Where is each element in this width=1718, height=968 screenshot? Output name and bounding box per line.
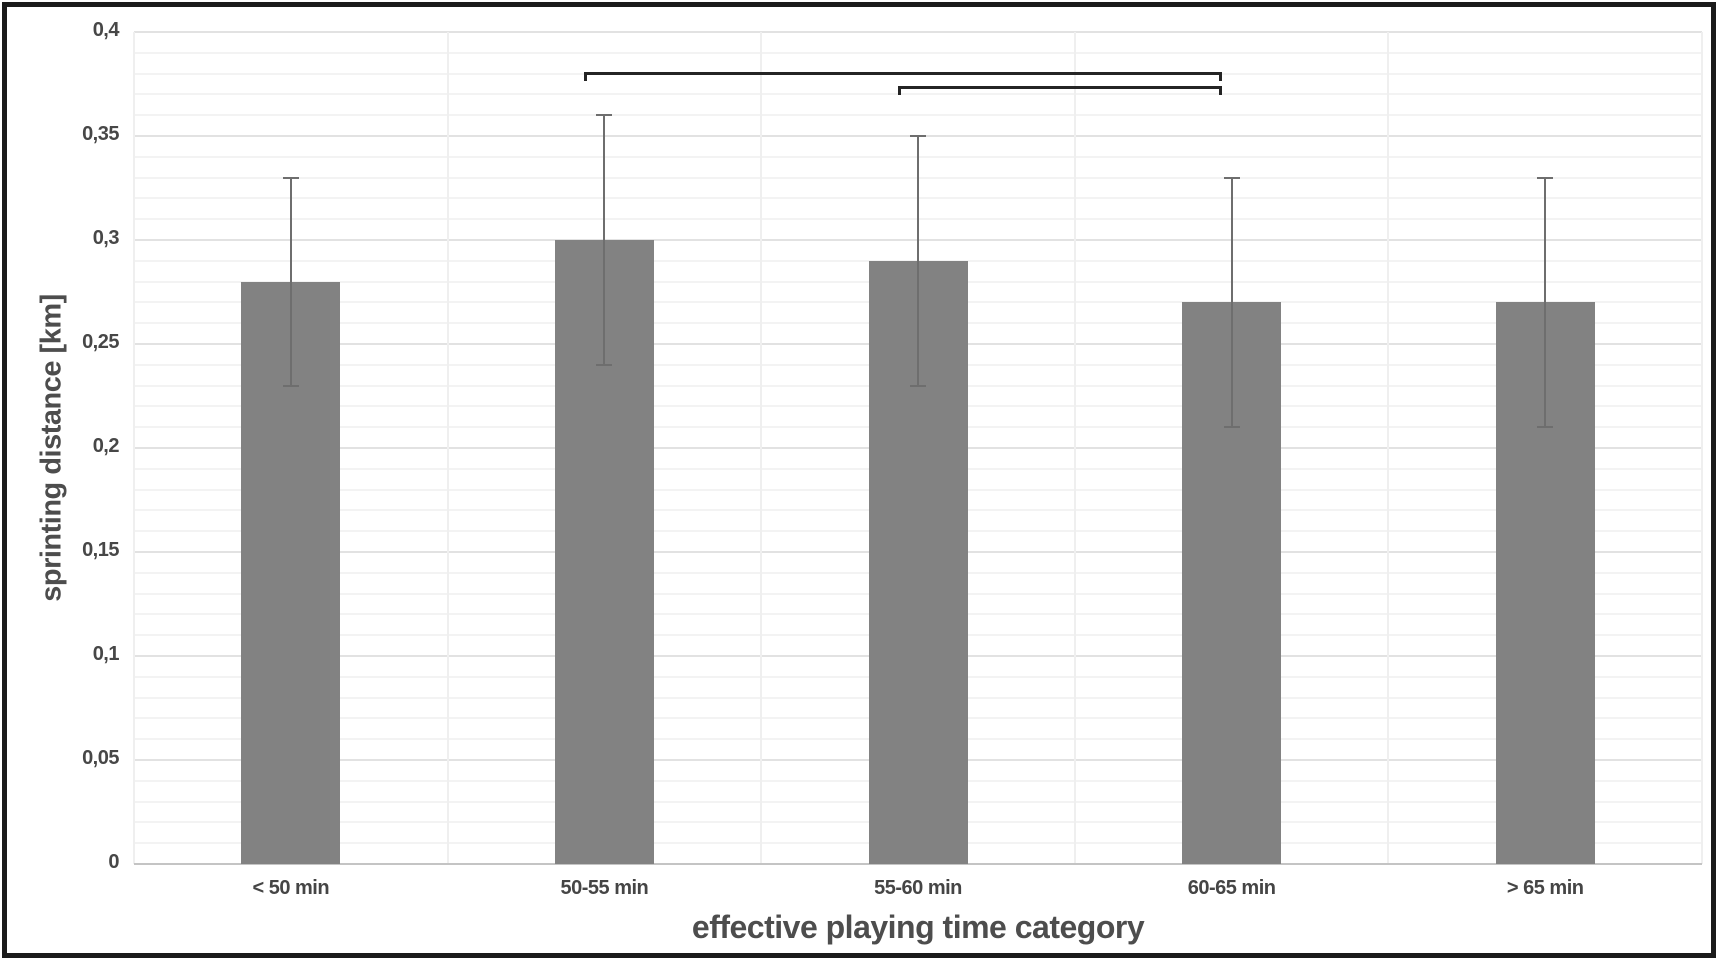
x-axis-title: effective playing time category — [691, 909, 1145, 945]
error-bar-cap-top — [910, 135, 926, 137]
category-label: 60-65 min — [1187, 877, 1276, 899]
significance-bracket-end-left — [584, 71, 588, 81]
significance-bracket-end-right — [1218, 71, 1222, 81]
y-tick-label: 0,1 — [92, 643, 120, 665]
error-bar — [289, 177, 292, 386]
vertical-gridline — [1701, 32, 1703, 864]
plot-area — [133, 31, 1703, 865]
error-bar — [1230, 177, 1233, 428]
vertical-gridline — [1073, 32, 1076, 864]
error-bar — [1544, 177, 1547, 428]
y-tick-label: 0 — [108, 851, 119, 873]
significance-bracket-2 — [898, 86, 1222, 90]
y-tick-label: 0,05 — [82, 747, 119, 769]
vertical-gridline — [133, 32, 135, 864]
category-label: > 65 min — [1506, 877, 1584, 899]
error-bar-cap-top — [1537, 176, 1554, 179]
y-tick-label: 0,3 — [92, 227, 120, 249]
y-tick-label: 0,35 — [82, 123, 119, 145]
y-tick-label: 0,4 — [92, 19, 120, 41]
category-label: < 50 min — [252, 877, 330, 899]
error-bar-cap-top — [1223, 176, 1240, 179]
minor-gridline — [134, 51, 1702, 54]
minor-gridline — [134, 93, 1702, 96]
error-bar-cap-bottom — [910, 384, 926, 387]
vertical-gridline — [1387, 32, 1390, 864]
major-gridline — [134, 31, 1702, 33]
error-bar-cap-bottom — [282, 384, 299, 387]
vertical-gridline — [760, 32, 763, 864]
y-tick-label: 0,25 — [82, 331, 119, 353]
error-bar — [917, 136, 919, 386]
error-bar-cap-bottom — [596, 363, 613, 366]
vertical-gridline — [446, 32, 449, 864]
error-bar-cap-top — [596, 114, 613, 117]
category-label: 50-55 min — [560, 877, 649, 899]
significance-bracket-1 — [584, 71, 1222, 75]
error-bar-cap-bottom — [1223, 426, 1240, 429]
error-bar-cap-bottom — [1537, 426, 1554, 429]
significance-bracket-end-right — [1218, 86, 1222, 96]
y-tick-label: 0,2 — [92, 435, 120, 457]
category-label: 55-60 min — [874, 877, 962, 899]
error-bar — [603, 115, 606, 365]
error-bar-cap-top — [282, 176, 299, 179]
significance-bracket-end-left — [898, 86, 901, 96]
x-axis-line — [134, 863, 1702, 865]
minor-gridline — [134, 114, 1702, 117]
y-tick-label: 0,15 — [82, 539, 119, 561]
